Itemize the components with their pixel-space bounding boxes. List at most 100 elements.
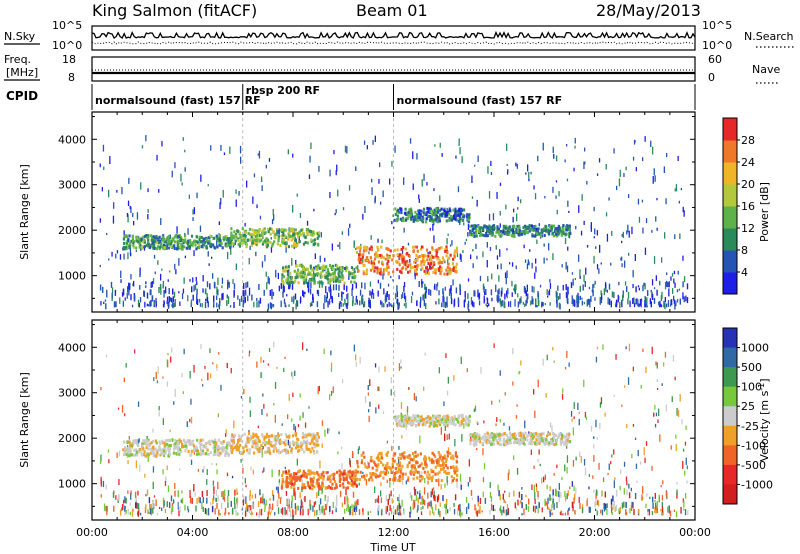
echo-speckle (321, 488, 323, 495)
echo-band-cell (270, 227, 273, 231)
echo-band-cell (147, 238, 150, 242)
echo-speckle (337, 451, 339, 455)
echo-band-cell (457, 219, 461, 223)
echo-band-cell (293, 481, 296, 485)
echo-band-cell (303, 483, 306, 487)
echo-band-cell (207, 441, 210, 445)
echo-band-cell (415, 267, 419, 271)
echo-speckle (201, 303, 203, 308)
echo-band-cell (344, 477, 347, 481)
echo-near-range (346, 303, 348, 309)
echo-band-cell (358, 478, 361, 482)
echo-band-cell (451, 262, 454, 266)
echo-band-cell (162, 447, 165, 451)
echo-band-cell (438, 470, 441, 474)
echo-band-cell (226, 441, 230, 445)
echo-near-range (122, 289, 125, 296)
echo-speckle (303, 497, 305, 501)
echo-speckle (525, 172, 527, 175)
echo-band-cell (304, 268, 307, 272)
echo-speckle (515, 415, 518, 419)
echo-band-cell (232, 442, 235, 446)
echo-near-range (424, 283, 426, 290)
echo-speckle (212, 273, 214, 279)
echo-band-cell (445, 460, 448, 464)
echo-speckle (403, 510, 405, 516)
echo-band-cell (195, 240, 198, 244)
echo-speckle (302, 342, 304, 350)
echo-speckle (244, 222, 246, 227)
echo-speckle (438, 478, 440, 487)
echo-near-range (412, 502, 414, 509)
echo-speckle (441, 153, 443, 157)
echo-band-cell (195, 247, 198, 251)
echo-speckle (559, 511, 562, 515)
echo-band-cell (316, 450, 319, 454)
echo-band-cell (277, 434, 280, 438)
echo-band-cell (198, 242, 201, 246)
echo-speckle (623, 173, 625, 177)
echo-speckle (145, 494, 147, 497)
echo-speckle (679, 233, 681, 240)
echo-near-range (324, 504, 327, 510)
echo-speckle (261, 178, 263, 182)
echo-band-cell (293, 269, 296, 273)
echo-near-range (654, 502, 657, 509)
echo-band-cell (200, 236, 203, 239)
echo-band-cell (238, 437, 241, 441)
echo-band-cell (370, 473, 373, 477)
echo-band-cell (173, 446, 176, 450)
echo-band-cell (512, 234, 515, 237)
echo-band-cell (432, 470, 435, 474)
echo-band-cell (258, 228, 261, 231)
echo-band-cell (405, 218, 408, 222)
echo-band-cell (452, 477, 455, 480)
echo-band-cell (248, 438, 251, 442)
echo-speckle (676, 289, 679, 293)
echo-band-cell (147, 453, 151, 457)
echo-band-cell (213, 445, 216, 449)
echo-near-range (102, 286, 104, 293)
echo-band-cell (179, 245, 182, 249)
echo-speckle (625, 166, 627, 171)
echo-speckle (221, 293, 223, 301)
echo-speckle (291, 418, 293, 422)
echo-band-cell (305, 228, 308, 231)
echo-speckle (406, 406, 409, 412)
echo-speckle (268, 158, 271, 162)
echo-band-cell (166, 447, 169, 451)
echo-speckle (642, 486, 644, 494)
echo-band-cell (434, 255, 437, 259)
echo-band-cell (308, 432, 311, 436)
echo-speckle (342, 303, 344, 307)
echo-near-range (272, 494, 275, 501)
echo-near-range (129, 282, 131, 289)
echo-band-cell (385, 247, 388, 251)
echo-band-cell (123, 453, 126, 457)
echo-speckle (666, 153, 668, 158)
noise-right-label: N.Search (744, 30, 794, 43)
echo-speckle (416, 509, 418, 513)
echo-speckle (380, 497, 383, 503)
echo-speckle (581, 300, 583, 306)
echo-speckle (571, 418, 573, 422)
echo-speckle (213, 486, 215, 495)
echo-near-range (207, 301, 209, 308)
echo-band-cell (318, 231, 321, 235)
echo-near-range (403, 285, 405, 292)
echo-speckle (674, 188, 676, 192)
echo-band-cell (357, 269, 360, 273)
echo-band-cell (377, 248, 380, 252)
echo-band-cell (419, 218, 422, 221)
echo-band-cell (409, 213, 412, 217)
echo-band-cell (436, 472, 439, 476)
echo-speckle (663, 362, 665, 367)
echo-speckle (173, 499, 175, 504)
echo-band-cell (332, 267, 335, 271)
echo-speckle (542, 302, 544, 307)
echo-speckle (387, 471, 389, 475)
echo-band-cell (560, 231, 563, 235)
echo-speckle (429, 227, 431, 231)
echo-band-cell (173, 235, 176, 239)
echo-speckle (358, 446, 360, 450)
